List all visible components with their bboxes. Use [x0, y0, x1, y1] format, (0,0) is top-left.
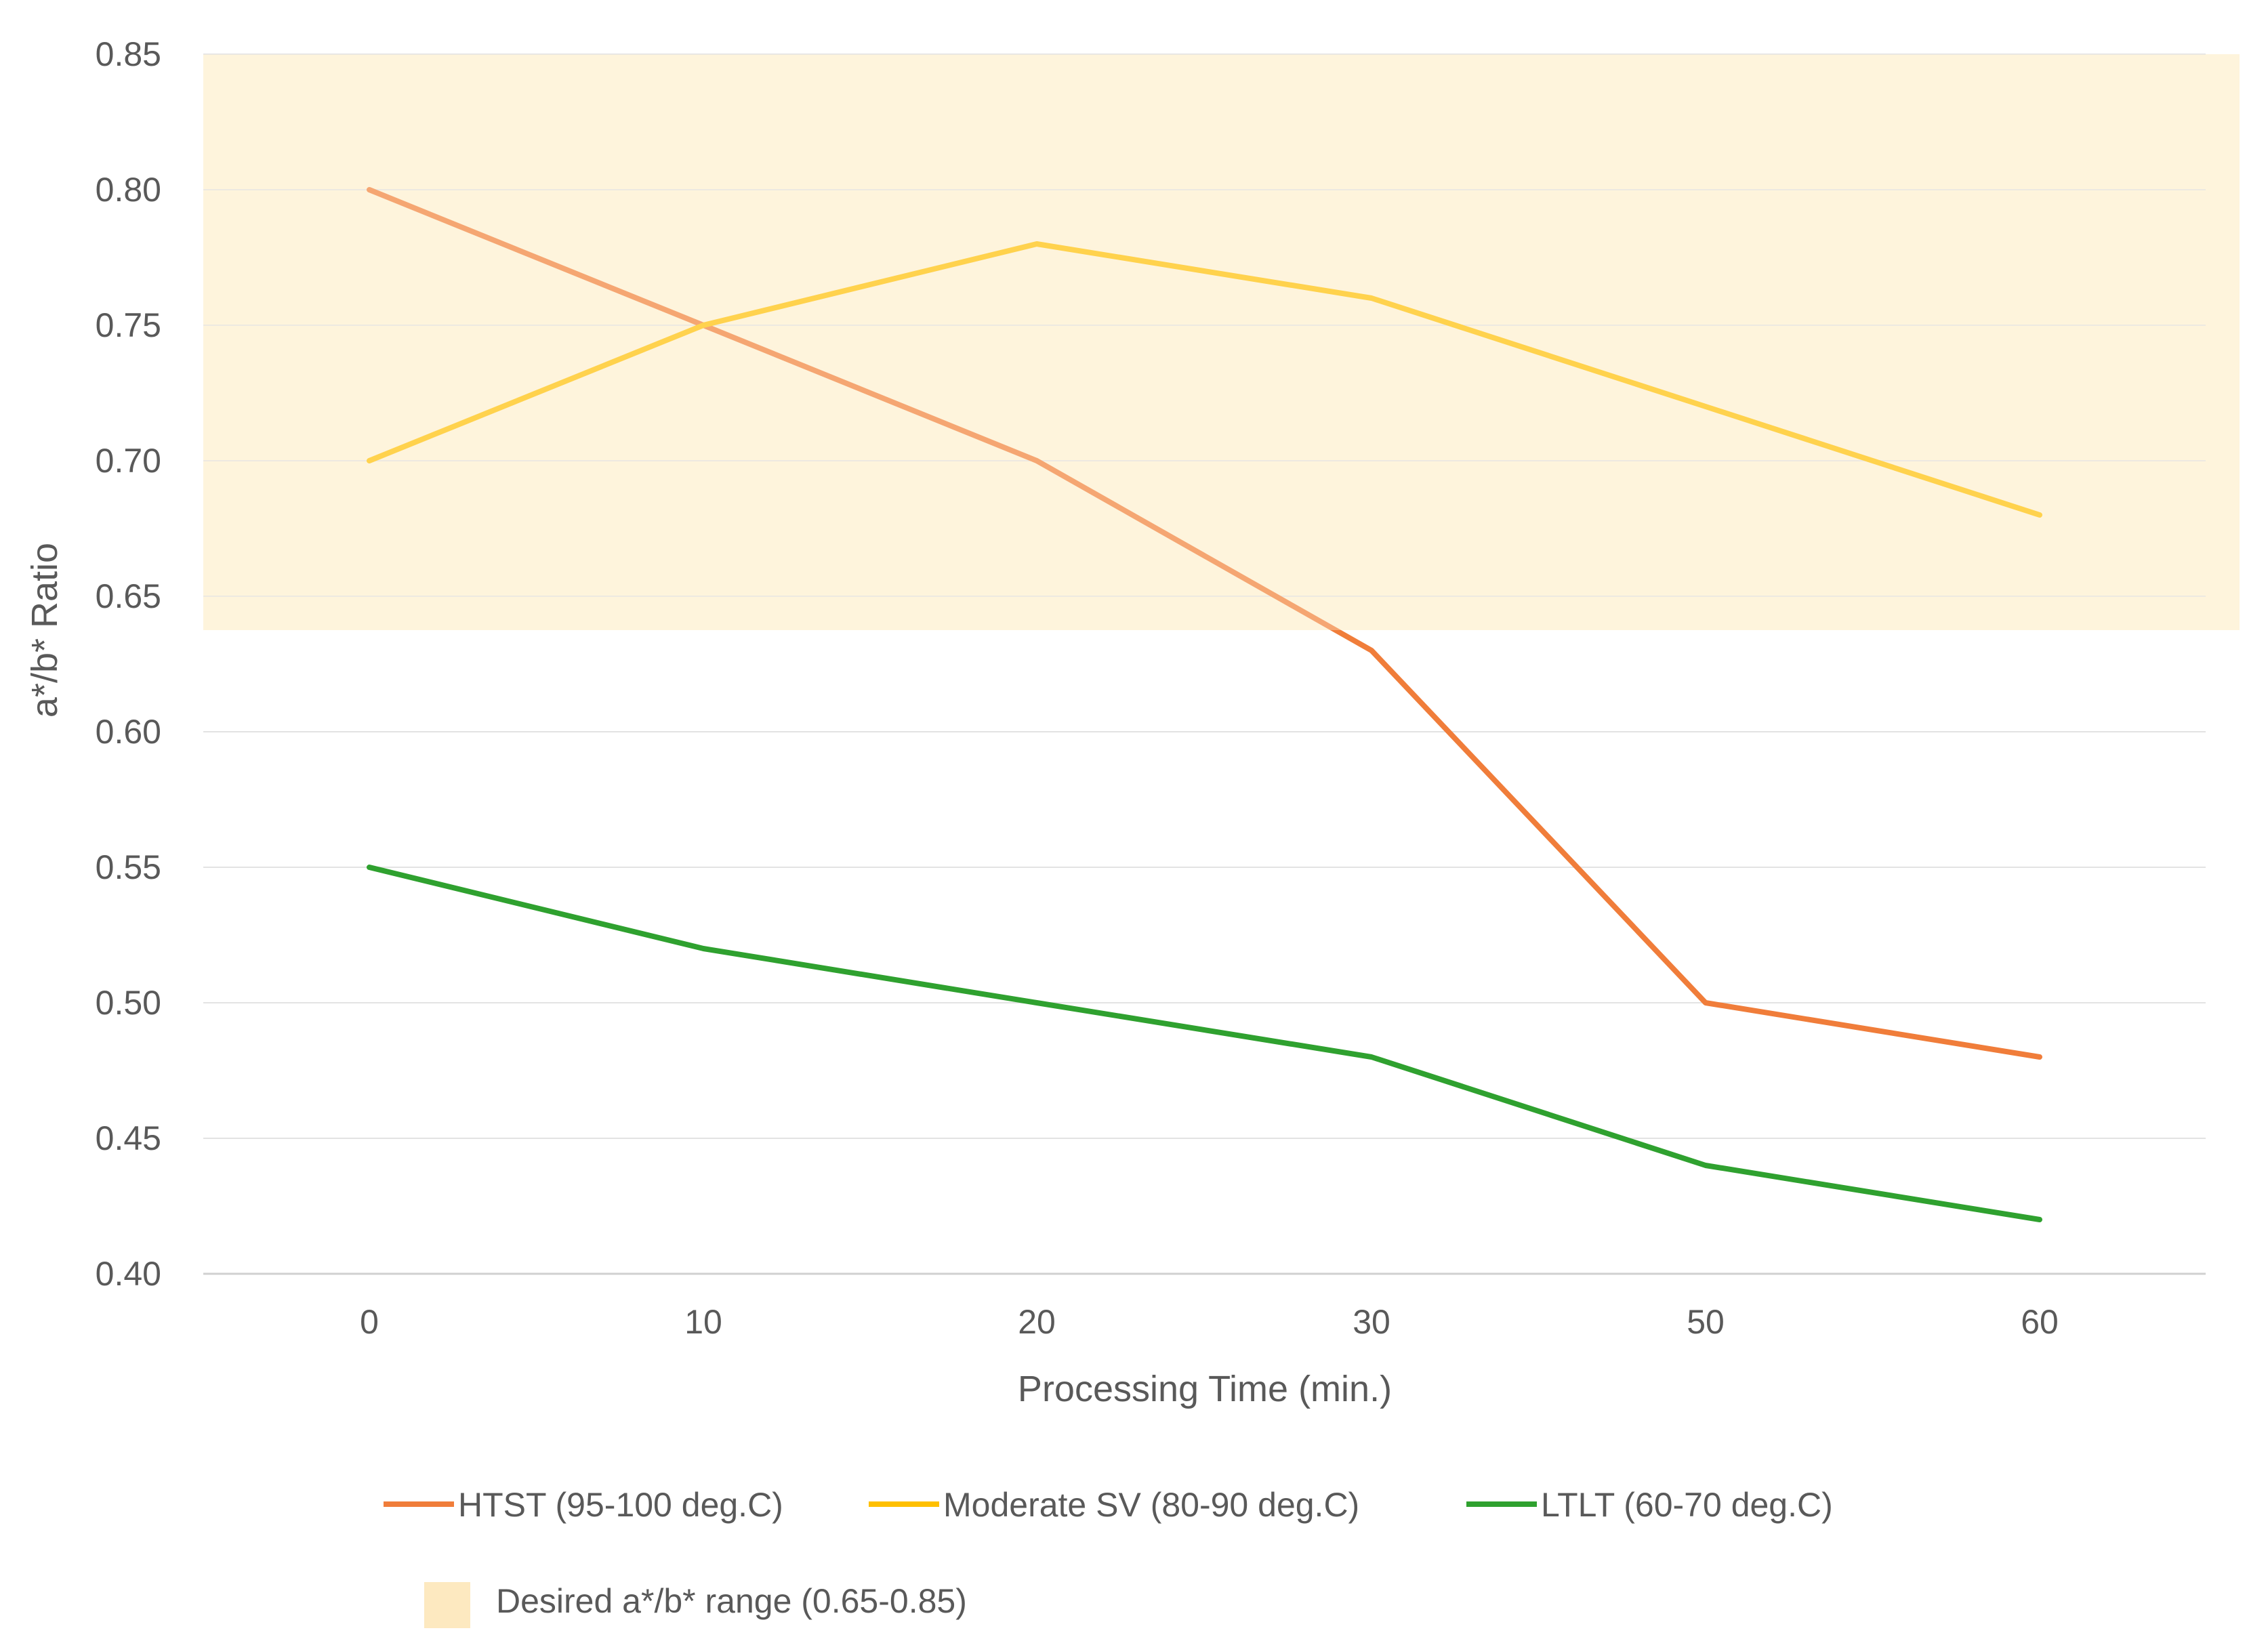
x-tick-label: 0: [360, 1303, 379, 1341]
y-tick-label: 0.65: [96, 577, 161, 615]
series-line-htst: [367, 187, 2042, 1060]
y-tick-label: 0.85: [96, 35, 161, 73]
legend-label-htst: HTST (95-100 deg.C): [458, 1486, 783, 1524]
legend-label-desired-range: Desired a*/b* range (0.65-0.85): [496, 1582, 967, 1620]
desired-range-band: [203, 54, 2240, 630]
x-axis-title: Processing Time (min.): [1018, 1369, 1392, 1409]
x-tick-label: 50: [1687, 1303, 1725, 1341]
legend: HTST (95-100 deg.C) Moderate SV (80-90 d…: [384, 1486, 1833, 1628]
x-tick-label: 30: [1353, 1303, 1390, 1341]
y-tick-label: 0.60: [96, 713, 161, 751]
series-line-ltlt: [367, 865, 2042, 1222]
series-line-moderate-sv: [367, 241, 2042, 518]
legend-label-moderate-sv: Moderate SV (80-90 deg.C): [943, 1486, 1359, 1524]
y-tick-label: 0.80: [96, 171, 161, 209]
y-tick-label: 0.45: [96, 1119, 161, 1157]
y-axis-ticks: 0.40 0.45 0.50 0.55 0.60 0.65 0.70 0.75 0.80 0.85: [96, 35, 161, 1293]
x-tick-label: 10: [684, 1303, 722, 1341]
y-tick-label: 0.55: [96, 848, 161, 886]
series-lines: [203, 54, 2240, 1222]
x-tick-label: 20: [1018, 1303, 1056, 1341]
desired-range-band-layer: [203, 54, 2240, 630]
x-axis-ticks: 0 10 20 30 50 60: [360, 1303, 2059, 1341]
x-tick-label: 60: [2021, 1303, 2059, 1341]
desired-range-band-overlay: [203, 54, 2240, 630]
legend-swatch-desired-range: [424, 1582, 470, 1628]
y-tick-label: 0.70: [96, 442, 161, 480]
legend-label-ltlt: LTLT (60-70 deg.C): [1541, 1486, 1833, 1524]
y-tick-label: 0.75: [96, 306, 161, 344]
y-tick-label: 0.50: [96, 984, 161, 1022]
y-tick-label: 0.40: [96, 1255, 161, 1293]
y-axis-title: a*/b* Ratio: [24, 543, 65, 718]
